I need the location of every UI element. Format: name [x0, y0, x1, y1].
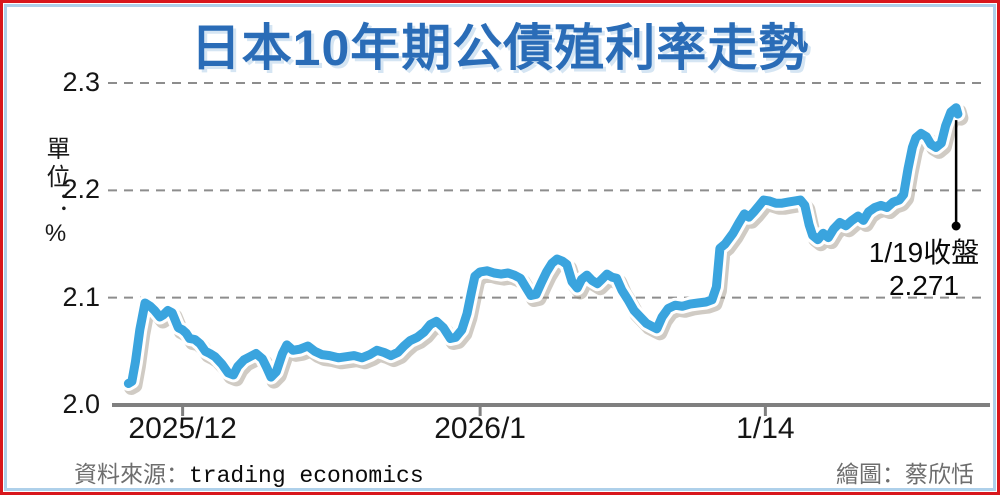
- x-tick-label-2: 1/14: [736, 412, 795, 445]
- y-tick-label-2.3: 2.3: [62, 67, 100, 97]
- x-tick-label-1: 2026/1: [434, 412, 526, 445]
- y-tick-label-2.0: 2.0: [62, 389, 100, 419]
- annotation-pointer-dot: [951, 221, 961, 231]
- series-line: [123, 103, 963, 388]
- annotation-value-label: 2.271: [888, 270, 960, 301]
- annotation-last-close: 1/19收盤 2.271: [856, 236, 992, 302]
- chart-title: 日本10年期公債殖利率走勢: [190, 20, 810, 76]
- data-source-prefix: 資料來源：: [74, 461, 189, 487]
- y-tick-label-2.1: 2.1: [62, 281, 100, 312]
- x-tick-label-0: 2025/12: [128, 412, 237, 445]
- y-tick-label-2.2: 2.2: [62, 174, 100, 205]
- y-axis-unit-label: 單位：%: [42, 136, 69, 251]
- credit: 繪圖：蔡欣恬: [836, 461, 974, 487]
- data-source: 資料來源：trading economics: [74, 455, 424, 489]
- annotation-date-label: 1/19收盤: [868, 237, 980, 268]
- data-source-name: trading economics: [189, 463, 424, 489]
